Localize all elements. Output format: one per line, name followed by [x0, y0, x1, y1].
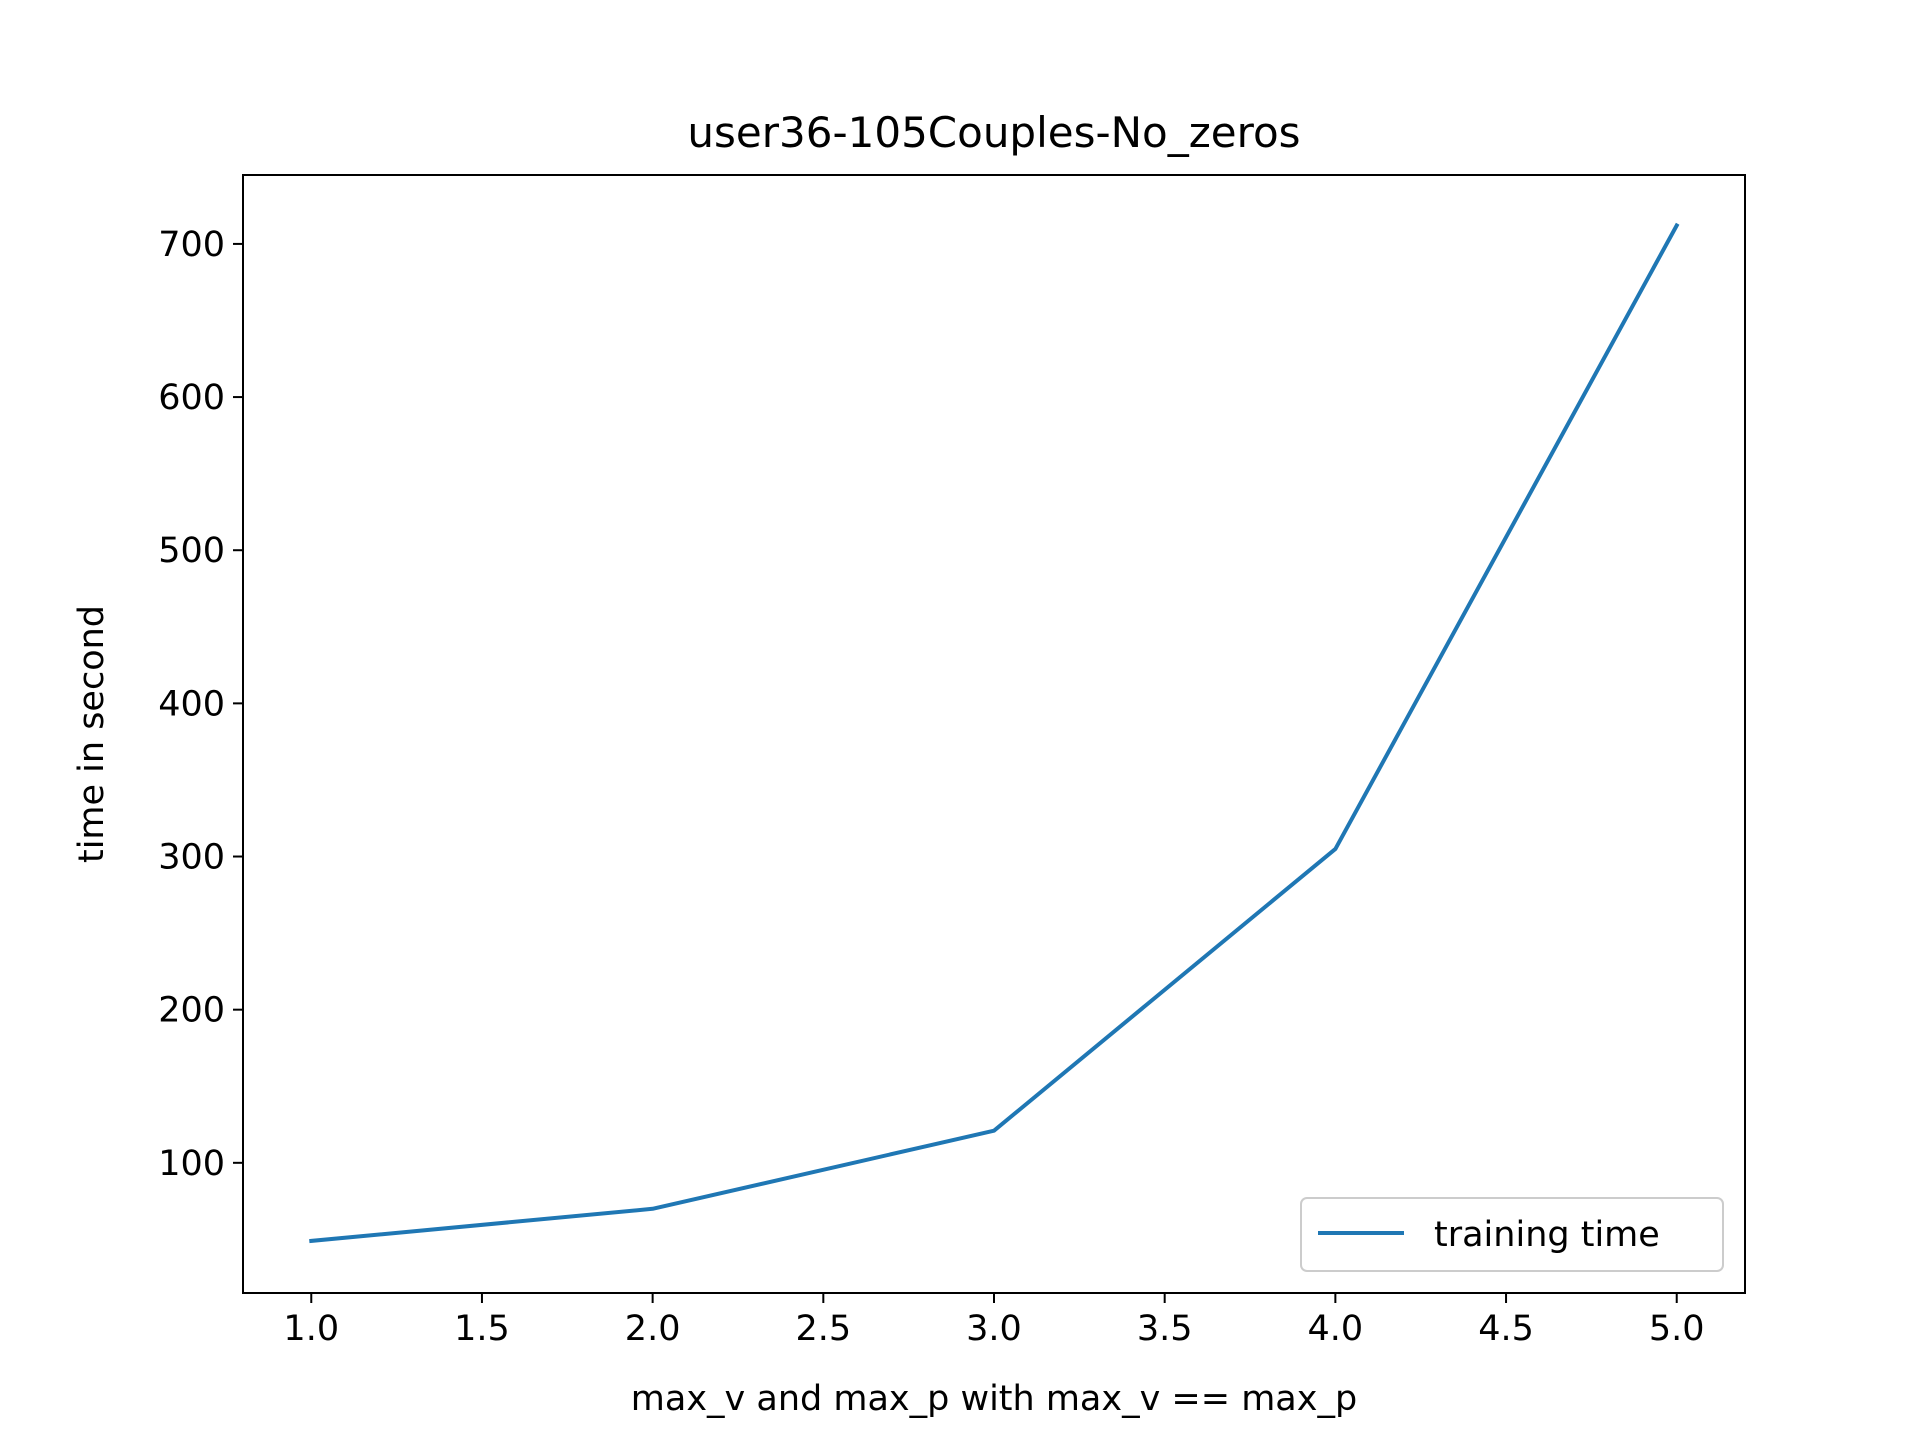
x-tick-label: 1.0 [283, 1309, 339, 1349]
legend: training time [1300, 1197, 1724, 1272]
x-axis-label: max_v and max_p with max_v == max_p [631, 1379, 1357, 1419]
x-tick-label: 2.5 [795, 1309, 851, 1349]
series-layer [309, 222, 1680, 1244]
y-tick-label: 400 [158, 684, 225, 724]
x-tick-label: 4.5 [1478, 1309, 1534, 1349]
series-line-training-time [309, 222, 1680, 1244]
x-tick-label: 5.0 [1649, 1309, 1705, 1349]
x-tick-label: 1.5 [454, 1309, 510, 1349]
y-axis-label: time in second [72, 605, 112, 863]
y-tick-label: 100 [158, 1144, 225, 1184]
x-tick-label: 3.5 [1137, 1309, 1193, 1349]
x-axis: 1.0 1.5 2.0 2.5 3.0 3.5 4.0 4.5 5.0 [283, 1293, 1705, 1349]
x-tick-label: 2.0 [625, 1309, 681, 1349]
y-axis: 100 200 300 400 500 600 700 [158, 225, 243, 1184]
y-tick-label: 600 [158, 378, 225, 418]
x-tick-label: 4.0 [1308, 1309, 1364, 1349]
y-tick-label: 200 [158, 991, 225, 1031]
legend-label-training-time: training time [1434, 1215, 1660, 1255]
legend-box [1300, 1197, 1724, 1272]
x-tick-label: 3.0 [966, 1309, 1022, 1349]
y-tick-label: 500 [158, 531, 225, 571]
y-tick-label: 700 [158, 225, 225, 265]
y-tick-label: 300 [158, 838, 225, 878]
chart-title: user36-105Couples-No_zeros [687, 108, 1300, 157]
